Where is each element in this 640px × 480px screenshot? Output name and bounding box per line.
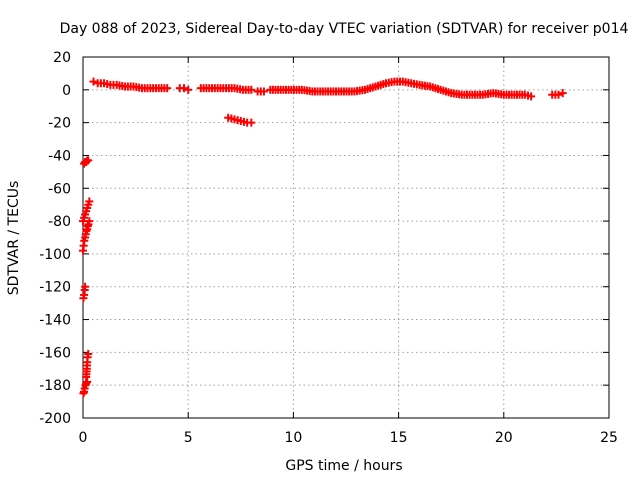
data-points (79, 77, 567, 398)
y-axis-label: SDTVAR / TECUs (6, 181, 22, 296)
x-tick-label: 5 (184, 430, 193, 446)
data-point (89, 77, 98, 86)
data-point (527, 92, 536, 101)
y-tick-label: 20 (53, 50, 71, 66)
x-axis-label: GPS time / hours (285, 458, 402, 474)
y-tick-label: -200 (39, 411, 71, 427)
y-tick-label: -120 (39, 280, 71, 296)
plot-border (82, 56, 610, 419)
y-tick-label: -100 (39, 247, 71, 263)
data-point (554, 90, 563, 99)
chart-title: Day 088 of 2023, Sidereal Day-to-day VTE… (60, 21, 629, 37)
data-point (81, 282, 90, 291)
x-tick-label: 0 (79, 430, 88, 446)
data-point (163, 84, 172, 93)
data-point (84, 350, 93, 359)
y-tick-label: -180 (39, 378, 71, 394)
y-tick-label: -80 (48, 214, 71, 230)
data-point (247, 85, 256, 94)
x-tick-label: 10 (284, 430, 302, 446)
plot-frame (82, 56, 610, 419)
axis-ticks: 0 5 10 15 20 25-200-180-160-140-120-100-80-60… (39, 50, 618, 446)
data-point (259, 87, 268, 96)
x-tick-label: 25 (600, 430, 618, 446)
data-point (247, 118, 256, 127)
y-tick-label: -160 (39, 345, 71, 361)
data-point (558, 89, 567, 98)
x-tick-label: 20 (495, 430, 513, 446)
y-tick-label: -20 (48, 116, 71, 132)
x-tick-label: 15 (390, 430, 408, 446)
grid-lines (83, 57, 609, 418)
data-point (84, 156, 93, 165)
data-point (179, 84, 188, 93)
y-tick-label: -60 (48, 181, 71, 197)
data-point (85, 197, 94, 206)
data-point (184, 85, 193, 94)
y-tick-label: -40 (48, 148, 71, 164)
y-tick-label: 0 (62, 83, 71, 99)
y-tick-label: -140 (39, 313, 71, 329)
data-point (83, 377, 92, 386)
